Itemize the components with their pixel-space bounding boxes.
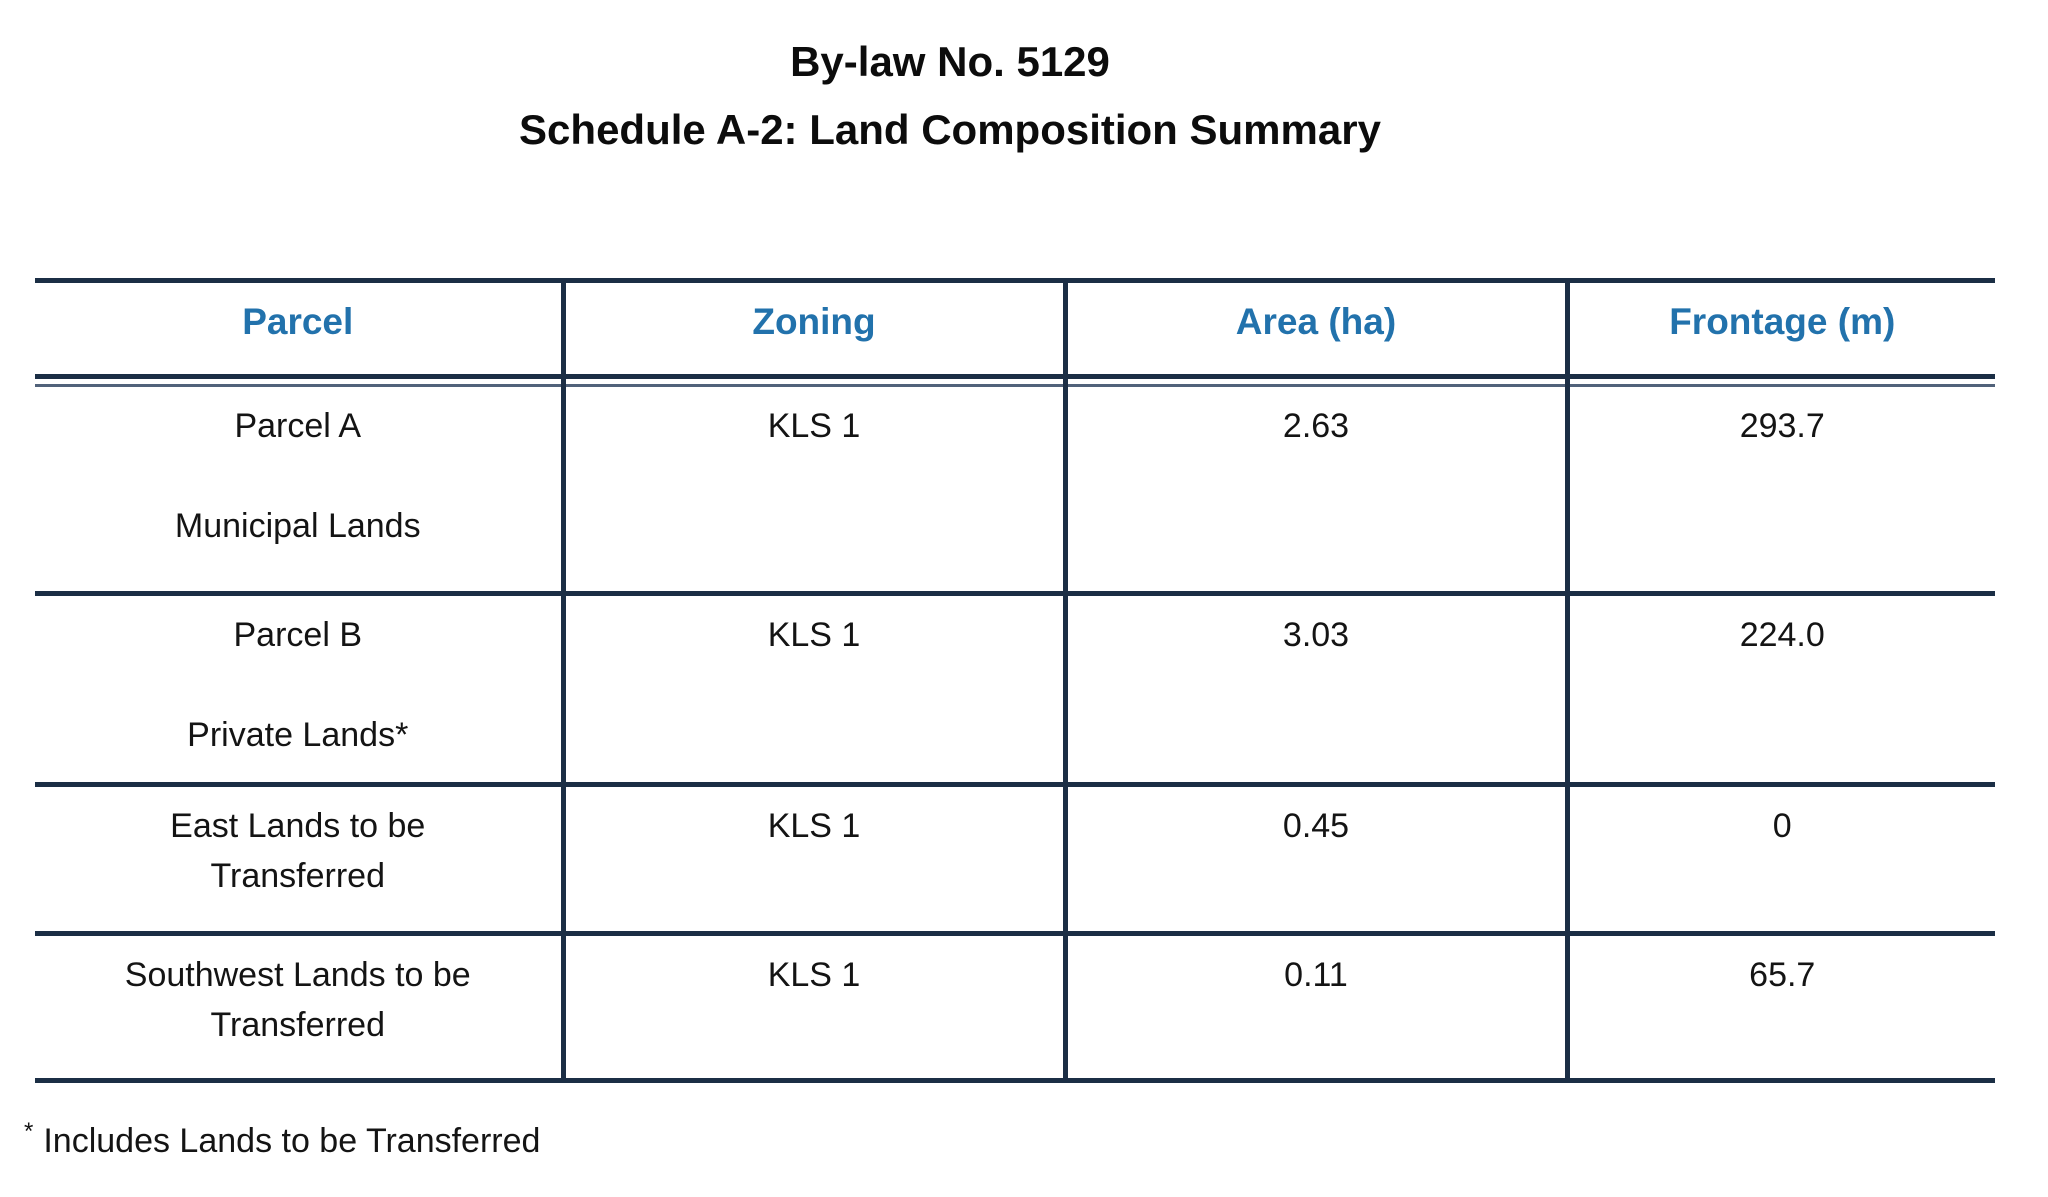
title-line-1: By-law No. 5129 — [790, 38, 1110, 85]
parcel-name-wrap: Transferred — [210, 857, 385, 895]
parcel-name-wrap: Transferred — [210, 1006, 385, 1044]
parcel-name: Southwest Lands to be — [124, 956, 471, 994]
land-composition-table: Parcel Zoning Area (ha) Frontage (m) Par… — [35, 278, 1995, 1083]
parcel-cell: Southwest Lands to be Transferred — [35, 933, 563, 1083]
parcel-description: Private Lands* — [187, 716, 409, 754]
frontage-cell: 224.0 — [1564, 593, 1995, 787]
zoning-cell: KLS 1 — [560, 784, 1065, 936]
footnote-asterisk: * — [24, 1118, 34, 1145]
parcel-cell: Parcel B Private Lands* — [35, 593, 563, 787]
parcel-name: Parcel A — [234, 407, 362, 445]
header-divider-cell — [1062, 376, 1567, 387]
column-header-area: Area (ha) — [1062, 280, 1567, 379]
paragraph-gap — [35, 660, 561, 710]
header-divider-cell — [1564, 376, 1995, 387]
area-cell: 0.11 — [1062, 933, 1567, 1083]
frontage-cell: 0 — [1564, 784, 1995, 936]
parcel-description: Municipal Lands — [174, 507, 421, 545]
area-cell: 0.45 — [1062, 784, 1567, 936]
column-header-frontage: Frontage (m) — [1564, 280, 1995, 379]
footnote: * Includes Lands to be Transferred — [24, 1120, 541, 1161]
parcel-cell: Parcel A Municipal Lands — [35, 385, 563, 596]
area-cell: 3.03 — [1062, 593, 1567, 787]
parcel-name: Parcel B — [233, 616, 363, 654]
paragraph-gap — [35, 451, 561, 501]
header-divider-cell — [560, 376, 1065, 387]
frontage-cell: 65.7 — [1564, 933, 1995, 1083]
column-header-parcel: Parcel — [35, 280, 563, 379]
document-title: By-law No. 5129 Schedule A-2: Land Compo… — [0, 28, 1900, 164]
header-divider-row — [35, 376, 1995, 387]
table-row: East Lands to be Transferred KLS 1 0.45 … — [35, 784, 1995, 936]
table-row: Parcel B Private Lands* KLS 1 3.03 224.0 — [35, 593, 1995, 787]
header-divider-cell — [35, 376, 563, 387]
parcel-cell: East Lands to be Transferred — [35, 784, 563, 936]
table-row: Southwest Lands to be Transferred KLS 1 … — [35, 933, 1995, 1083]
zoning-cell: KLS 1 — [560, 593, 1065, 787]
column-header-zoning: Zoning — [560, 280, 1065, 379]
zoning-cell: KLS 1 — [560, 385, 1065, 596]
footnote-text: Includes Lands to be Transferred — [43, 1122, 541, 1160]
title-line-2: Schedule A-2: Land Composition Summary — [519, 106, 1381, 153]
frontage-cell: 293.7 — [1564, 385, 1995, 596]
zoning-cell: KLS 1 — [560, 933, 1065, 1083]
area-cell: 2.63 — [1062, 385, 1567, 596]
parcel-name: East Lands to be — [170, 807, 426, 845]
table-row: Parcel A Municipal Lands KLS 1 2.63 293.… — [35, 385, 1995, 596]
header-row: Parcel Zoning Area (ha) Frontage (m) — [35, 280, 1995, 379]
